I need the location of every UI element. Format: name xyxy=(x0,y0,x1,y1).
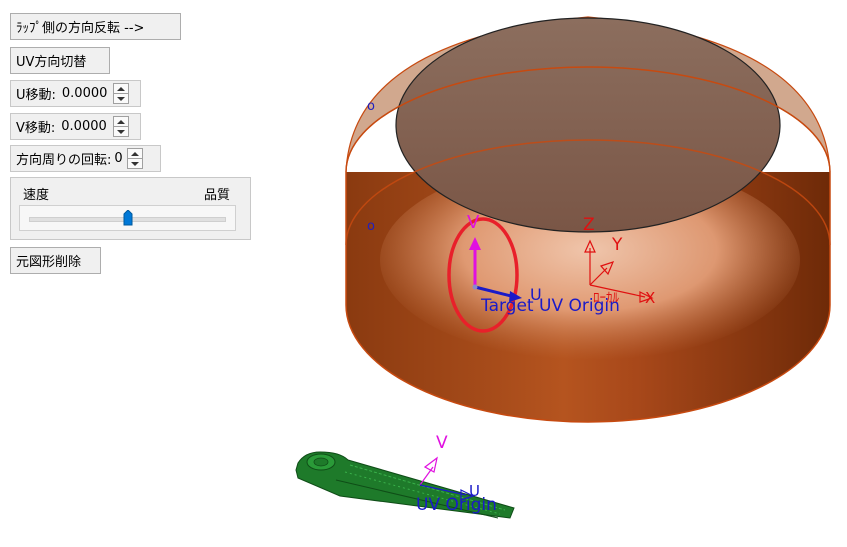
target-uv-axes: V U Target UV Origin xyxy=(467,212,620,316)
v-move-input[interactable]: 0.0000 xyxy=(61,119,107,134)
source-part[interactable] xyxy=(295,451,515,519)
rotation-increment-button[interactable] xyxy=(128,149,142,158)
v-move-field: V移動: 0.0000 xyxy=(10,113,141,140)
rotation-spinner[interactable] xyxy=(126,148,143,169)
speed-quality-slider[interactable] xyxy=(19,205,236,231)
rotation-input[interactable]: 0 xyxy=(114,151,123,166)
world-axes: Z Y X ﾛｰｶﾙ xyxy=(583,215,655,307)
target-uv-origin-label: Target UV Origin xyxy=(480,296,620,316)
slider-thumb[interactable] xyxy=(123,210,133,226)
source-v-axis-label: V xyxy=(436,433,448,453)
speed-quality-slider-panel: 速度 品質 xyxy=(10,177,251,240)
u-move-decrement-button[interactable] xyxy=(114,93,129,103)
v-move-label: V移動: xyxy=(16,121,56,136)
arrow-down-icon xyxy=(117,96,126,101)
rotation-field: 方向周りの回転: 0 xyxy=(10,145,161,172)
target-u-axis-label: U xyxy=(530,285,542,304)
cylinder-top-face xyxy=(395,17,781,233)
source-uv-origin-label: UV Origin xyxy=(416,495,497,515)
uv-direction-switch-button[interactable]: UV方向切替 xyxy=(10,47,110,74)
vertex-mark: o xyxy=(367,219,375,234)
source-uv-axes: V U UV Origin xyxy=(416,433,497,515)
arrow-down-icon xyxy=(130,161,139,166)
arrow-up-icon xyxy=(117,86,126,91)
world-origin-label: ﾛｰｶﾙ xyxy=(593,291,620,306)
source-u-axis-label: U xyxy=(469,482,480,500)
u-move-field: U移動: 0.0000 xyxy=(10,80,141,107)
u-move-label: U移動: xyxy=(16,88,56,103)
quality-label: 品質 xyxy=(203,188,230,203)
cylinder-mid-edge xyxy=(345,66,831,173)
target-v-axis-label: V xyxy=(467,212,480,233)
cylinder-bottom-edge xyxy=(345,304,831,423)
cylinder-model[interactable] xyxy=(345,16,831,423)
vertex-mark: o xyxy=(367,99,375,114)
wrap-side-direction-flip-label: ﾗｯﾌﾟ側の方向反転 --> xyxy=(16,21,145,36)
delete-original-shape-label: 元図形削除 xyxy=(16,255,82,270)
v-move-decrement-button[interactable] xyxy=(113,126,128,136)
highlight-ellipse xyxy=(447,217,519,333)
u-move-input[interactable]: 0.0000 xyxy=(61,86,108,101)
u-move-increment-button[interactable] xyxy=(114,84,128,93)
delete-original-shape-button[interactable]: 元図形削除 xyxy=(10,247,101,274)
uv-direction-switch-label: UV方向切替 xyxy=(16,55,87,70)
world-y-axis-label: Y xyxy=(611,235,623,255)
v-move-spinner[interactable] xyxy=(112,116,129,137)
v-move-increment-button[interactable] xyxy=(114,117,128,126)
speed-label: 速度 xyxy=(23,188,50,203)
arrow-down-icon xyxy=(116,129,125,134)
wrap-side-direction-flip-button[interactable]: ﾗｯﾌﾟ側の方向反転 --> xyxy=(10,13,181,40)
arrow-up-icon xyxy=(130,151,139,156)
u-move-spinner[interactable] xyxy=(113,83,130,104)
world-z-axis-label: Z xyxy=(583,215,595,235)
cylinder-lower-edge xyxy=(345,139,831,246)
arrow-up-icon xyxy=(116,119,125,124)
rotation-decrement-button[interactable] xyxy=(127,158,142,168)
rotation-label: 方向周りの回転: xyxy=(16,153,112,168)
world-x-axis-label: X xyxy=(645,289,655,307)
